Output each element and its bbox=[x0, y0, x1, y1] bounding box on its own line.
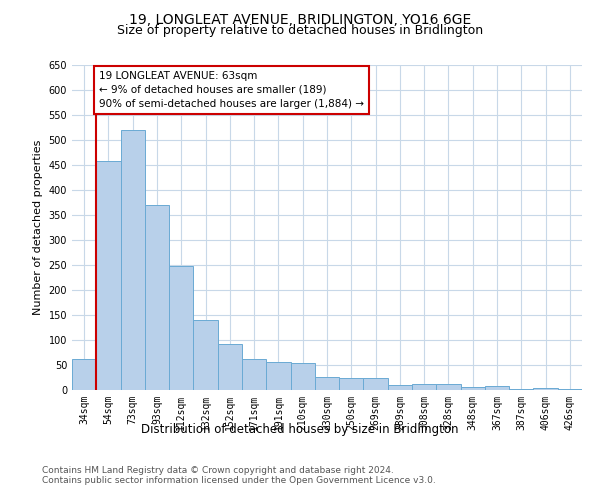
Bar bbox=[169, 266, 193, 390]
Bar bbox=[364, 378, 388, 390]
Text: Contains HM Land Registry data © Crown copyright and database right 2024.: Contains HM Land Registry data © Crown c… bbox=[42, 466, 394, 475]
Text: 19, LONGLEAT AVENUE, BRIDLINGTON, YO16 6GE: 19, LONGLEAT AVENUE, BRIDLINGTON, YO16 6… bbox=[129, 12, 471, 26]
Bar bbox=[412, 384, 436, 390]
Bar bbox=[436, 384, 461, 390]
Bar bbox=[461, 387, 485, 390]
Text: 19 LONGLEAT AVENUE: 63sqm
← 9% of detached houses are smaller (189)
90% of semi-: 19 LONGLEAT AVENUE: 63sqm ← 9% of detach… bbox=[99, 71, 364, 109]
Bar bbox=[121, 130, 145, 390]
Bar bbox=[315, 377, 339, 390]
Text: Distribution of detached houses by size in Bridlington: Distribution of detached houses by size … bbox=[141, 422, 459, 436]
Bar bbox=[388, 384, 412, 390]
Bar bbox=[96, 161, 121, 390]
Bar bbox=[533, 388, 558, 390]
Y-axis label: Number of detached properties: Number of detached properties bbox=[33, 140, 43, 315]
Bar bbox=[290, 362, 315, 390]
Bar bbox=[558, 388, 582, 390]
Bar bbox=[72, 359, 96, 390]
Bar bbox=[193, 320, 218, 390]
Bar bbox=[339, 378, 364, 390]
Bar bbox=[242, 359, 266, 390]
Text: Size of property relative to detached houses in Bridlington: Size of property relative to detached ho… bbox=[117, 24, 483, 37]
Bar bbox=[266, 362, 290, 390]
Text: Contains public sector information licensed under the Open Government Licence v3: Contains public sector information licen… bbox=[42, 476, 436, 485]
Bar bbox=[218, 344, 242, 390]
Bar bbox=[509, 388, 533, 390]
Bar bbox=[485, 386, 509, 390]
Bar bbox=[145, 205, 169, 390]
